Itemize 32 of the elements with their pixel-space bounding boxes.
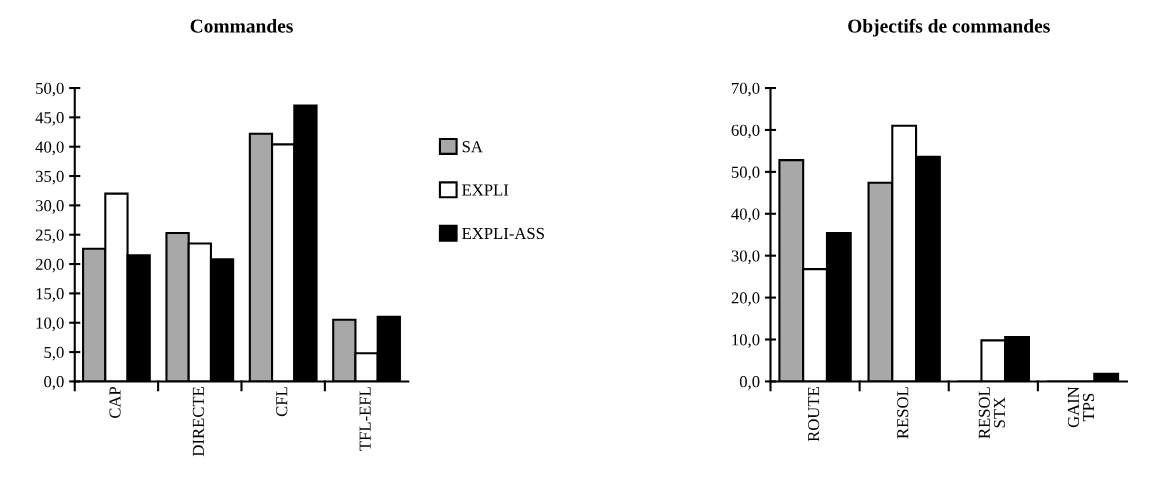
- y-tick-label: 30,0: [35, 200, 64, 214]
- y-tick-label: 40,0: [731, 208, 760, 223]
- y-tick-label: 35,0: [35, 170, 64, 185]
- y-tick-label: 0,0: [739, 376, 760, 390]
- y-tick-label: 50,0: [36, 82, 64, 97]
- x-tick-label: CAP: [109, 386, 121, 419]
- y-tick-label: 10,0: [732, 334, 760, 348]
- y-tick-label: 70,0: [732, 82, 760, 97]
- y-tick-label: 20,0: [731, 292, 760, 306]
- y-tick-label: 0,0: [44, 376, 64, 390]
- y-tick-label: 25,0: [35, 229, 64, 244]
- x-tick-label: GAIN TPS: [1067, 386, 1095, 428]
- x-tick-label: CFL: [276, 387, 288, 417]
- chart-title: Objectifs de commandes: [848, 18, 1050, 37]
- y-tick-label: 45,0: [35, 112, 64, 126]
- legend-label: SA: [462, 141, 483, 153]
- legend-label: EXPLI-ASS: [462, 227, 544, 240]
- x-tick-label: RESOL STX: [978, 387, 1006, 439]
- chart-title: Commandes: [190, 18, 293, 33]
- y-tick-label: 10,0: [36, 317, 64, 332]
- y-tick-label: 40,0: [35, 141, 64, 156]
- y-tick-label: 50,0: [731, 166, 760, 181]
- x-tick-label: TFL-EFL: [359, 387, 371, 451]
- x-tick-label: ROUTE: [808, 387, 820, 442]
- y-tick-label: 30,0: [731, 250, 760, 265]
- y-tick-label: 60,0: [731, 124, 760, 139]
- y-tick-label: 15,0: [36, 288, 64, 302]
- x-tick-label: RESOL: [897, 387, 909, 439]
- y-tick-label: 5,0: [44, 346, 64, 361]
- y-tick-label: 20,0: [35, 258, 64, 273]
- legend-label: EXPLI: [462, 184, 509, 196]
- x-tick-label: DIRECTE: [192, 387, 204, 457]
